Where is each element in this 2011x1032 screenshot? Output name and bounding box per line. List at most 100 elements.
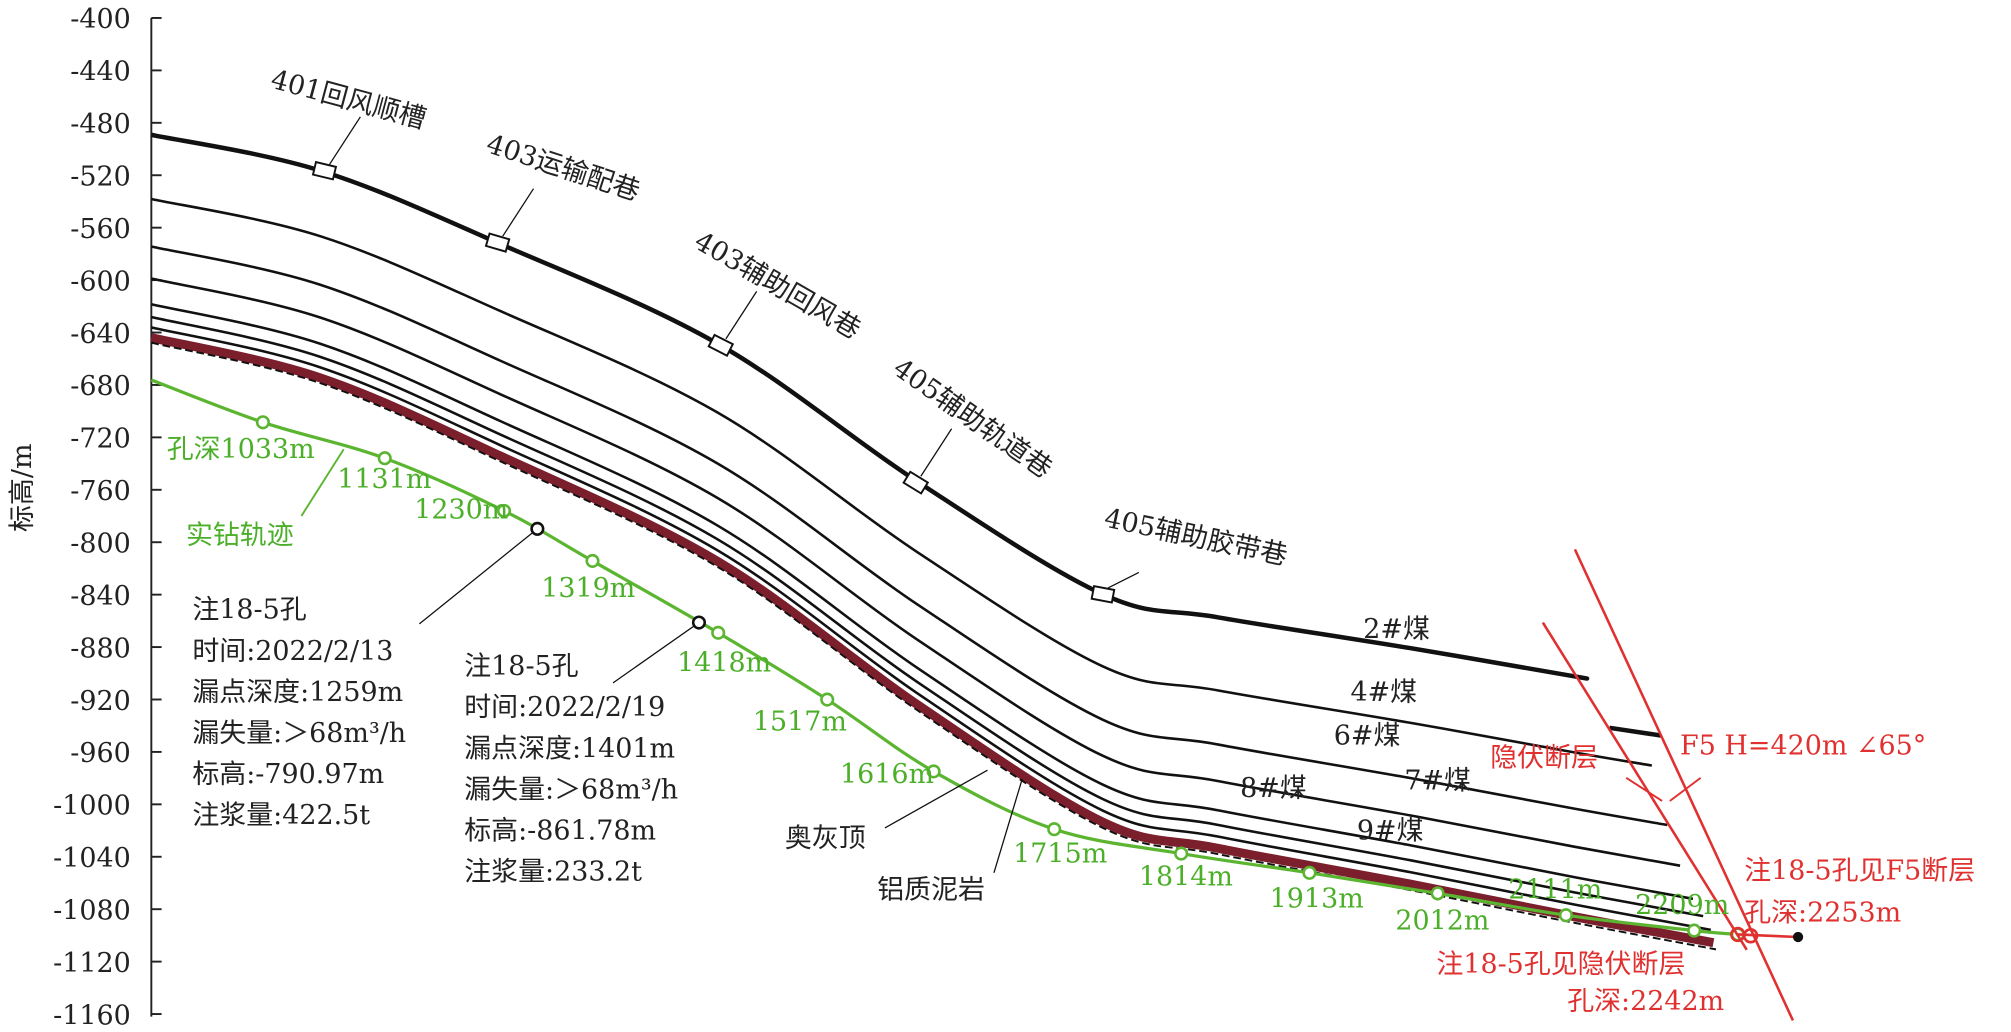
- roadway-label: 405辅助轨道巷: [887, 353, 1057, 485]
- leader: [993, 778, 1023, 874]
- y-tick-label: -960: [70, 738, 131, 769]
- seam-line: [151, 197, 1653, 767]
- depth-label: 1715m: [1013, 839, 1107, 870]
- seam-line: [151, 277, 1681, 867]
- y-tick-label: -1120: [53, 948, 131, 979]
- y-tick-label: -400: [70, 4, 131, 35]
- roadway-label: 405辅助胶带巷: [1101, 503, 1289, 572]
- leak-annotation: 漏点深度:1259m: [192, 677, 403, 708]
- leader: [725, 291, 758, 340]
- seam-label: 9#煤: [1357, 815, 1424, 846]
- fault: [1573, 548, 1795, 1022]
- survey-point: [1430, 886, 1445, 901]
- depth-label: 2012m: [1395, 905, 1489, 936]
- leak-annotation: 标高:-790.97m: [192, 759, 384, 790]
- depth-label: 2111m: [1508, 875, 1602, 906]
- leader: [418, 528, 538, 625]
- survey-point: [1302, 865, 1317, 880]
- y-tick-label: -440: [70, 57, 131, 88]
- y-tick-label: -1160: [53, 1000, 131, 1031]
- y-tick-label: -600: [70, 266, 131, 297]
- y-tick-label: -880: [70, 633, 131, 664]
- y-tick-label: -1040: [53, 843, 131, 874]
- leak-point: [530, 521, 545, 536]
- y-tick-label: -640: [70, 319, 131, 350]
- fault-arrow: [1625, 777, 1663, 802]
- survey-point: [926, 764, 941, 779]
- plot: 标高/m -400 -440 -480 -520 -560 -600 -640 -680 -72…: [7, 4, 1975, 1031]
- depth-label: 2209m: [1635, 890, 1729, 921]
- borehole-end: [1737, 933, 1799, 939]
- survey-point: [377, 451, 392, 466]
- leak-annotation: 注浆量:422.5t: [192, 800, 370, 831]
- borehole-label: 实钻轨迹: [186, 520, 294, 551]
- leader: [612, 622, 700, 684]
- survey-point: [1047, 822, 1062, 837]
- seam-label: 7#煤: [1404, 765, 1471, 796]
- limestone-edge: [151, 341, 1717, 951]
- depth-label: 1616m: [840, 759, 934, 790]
- leak-annotation: 漏点深度:1401m: [464, 733, 675, 764]
- roadway-label: 403辅助回风巷: [689, 226, 866, 346]
- leak-point: [691, 615, 707, 630]
- survey-point: [496, 503, 512, 518]
- fault-hit-label: 注18-5孔见F5断层: [1744, 855, 1975, 886]
- y-axis-label: 标高/m: [7, 443, 38, 532]
- leak-annotation: 时间:2022/2/13: [192, 636, 393, 667]
- depth-label: 1814m: [1139, 862, 1233, 893]
- survey-point: [585, 553, 600, 568]
- seam-label: 6#煤: [1334, 720, 1401, 751]
- fault-hit-label: 注18-5孔见隐伏断层: [1436, 949, 1685, 980]
- seam-line: [151, 315, 1704, 918]
- leak-annotation: 漏失量:＞68m³/h: [192, 718, 406, 749]
- leader: [300, 448, 345, 517]
- seam-line: [151, 326, 1712, 932]
- survey-point: [1558, 908, 1573, 923]
- leak-annotation: 注18-5孔: [464, 651, 578, 682]
- borehole-end-dot: [1792, 931, 1804, 943]
- survey-point: [820, 692, 835, 707]
- seam-line: [150, 132, 1590, 681]
- leak-annotation: 时间:2022/2/19: [464, 692, 665, 723]
- depth-label: 1913m: [1270, 883, 1364, 914]
- leader: [1107, 571, 1140, 589]
- leader: [502, 188, 535, 237]
- survey-point: [1174, 846, 1189, 861]
- leader: [920, 428, 953, 477]
- leak-annotation: 漏失量:＞68m³/h: [464, 774, 678, 805]
- y-tick-label: -760: [70, 476, 131, 507]
- survey-point: [1687, 923, 1702, 938]
- strata-label: 铝质泥岩: [877, 875, 985, 906]
- seam-line: [151, 245, 1668, 827]
- seam-label: 8#煤: [1240, 773, 1307, 804]
- fault: [1541, 621, 1748, 951]
- y-tick-label: -680: [70, 371, 131, 402]
- fault-hit-label: 孔深:2253m: [1744, 898, 1901, 929]
- fault-label: F5 H=420m ∠65°: [1680, 731, 1926, 762]
- depth-label: 1230m: [414, 495, 508, 526]
- roadway-label: 401回风顺槽: [268, 64, 430, 135]
- limestone-top: [150, 333, 1715, 948]
- seam-line: [151, 302, 1694, 901]
- depth-label: 1319m: [541, 573, 635, 604]
- fault-hit: [1742, 928, 1759, 944]
- fault-arrow: [1669, 777, 1702, 802]
- survey-point: [711, 625, 726, 640]
- y-tick-label: -920: [70, 686, 131, 717]
- seam-label: 2#煤: [1363, 614, 1430, 645]
- roadway: [1090, 584, 1116, 604]
- y-tick-label: -840: [70, 581, 131, 612]
- depth-label: 孔深1033m: [167, 434, 315, 465]
- seam-label: 4#煤: [1350, 677, 1417, 708]
- survey-point: [255, 415, 270, 430]
- depth-label: 1131m: [337, 464, 431, 495]
- leak-annotation: 注18-5孔: [192, 595, 306, 626]
- roadway-label: 403运输配巷: [483, 129, 644, 208]
- seam-line: [1609, 725, 1662, 738]
- leak-annotation: 标高:-861.78m: [464, 815, 656, 846]
- leak-annotation: 注浆量:233.2t: [464, 857, 642, 888]
- leader: [884, 769, 988, 829]
- depth-label: 1418m: [677, 647, 771, 678]
- depth-label: 1517m: [753, 706, 847, 737]
